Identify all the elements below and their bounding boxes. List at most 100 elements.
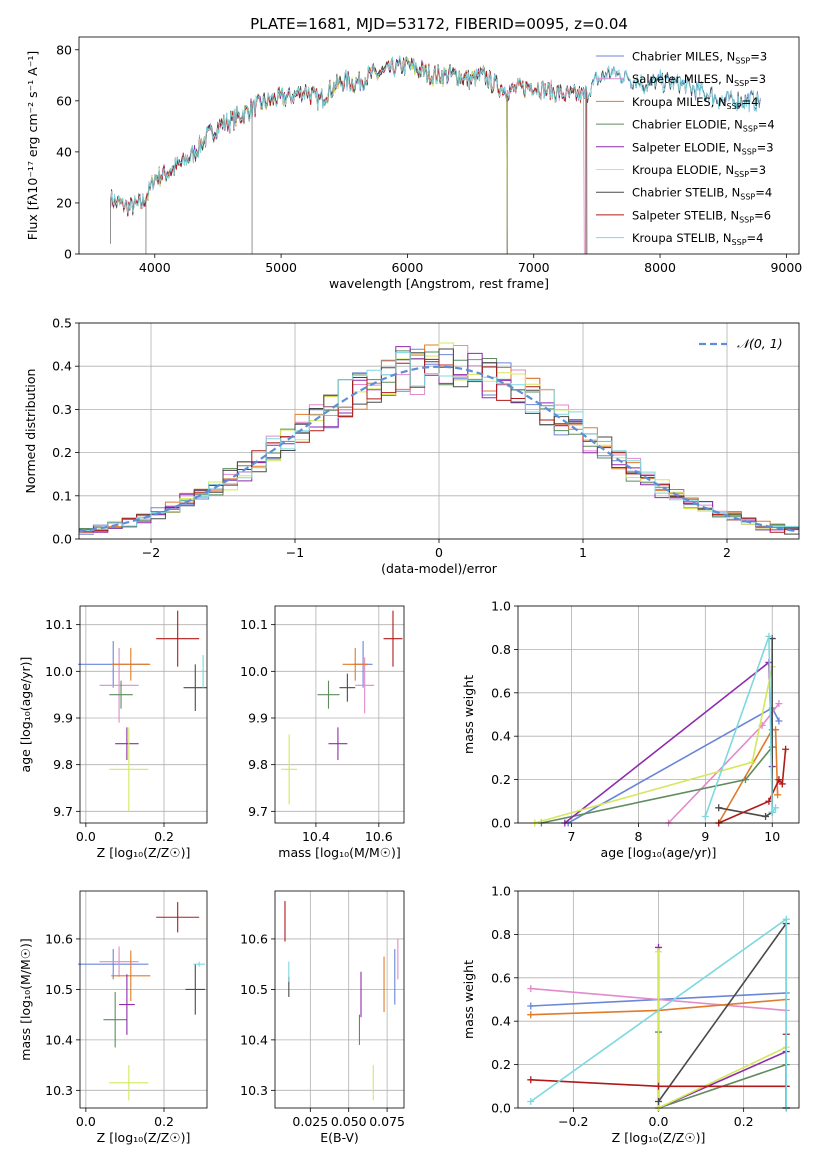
y-tick-label: 9.9 [53,711,73,726]
point-marker [655,948,662,956]
chart-title: PLATE=1681, MJD=53172, FIBERID=0095, z=0… [250,15,628,33]
legend-label: 𝒩(0, 1) [737,336,783,351]
point-marker [768,808,776,816]
legend-label: Salpeter MILES, NSSP=3 [632,72,766,88]
y-tick-label: 10.3 [240,1083,268,1098]
point-marker [782,745,790,753]
y-tick-label: 0.2 [52,445,72,460]
x-tick-label: 0.2 [154,1114,174,1129]
x-tick-label: 0.0 [649,1114,669,1129]
y-tick-label: 0 [64,247,72,262]
massweight-vs-age-panel: 7 8 9 10 0.0 0.2 0.4 0.6 0.8 1.0 age [log₁₀(age/yr… [461,599,800,860]
x-tick-label: 4000 [139,260,171,275]
axes-frame [274,890,405,1109]
y-tick-label: 9.7 [248,804,268,819]
axes-frame [517,890,800,1109]
point-marker [775,717,783,725]
y-tick-label: 10.3 [45,1083,73,1098]
y-axis-label: age [log₁₀(age/yr)] [18,657,33,773]
point-marker [655,1082,662,1090]
x-tick-label: 9 [701,829,709,844]
y-tick-label: 9.8 [53,757,73,772]
x-axis-label: wavelength [Angstrom, rest frame] [329,276,549,291]
spectrum-panel: PLATE=1681, MJD=53172, FIBERID=0095, z=0… [25,15,802,291]
axes-frame [79,890,208,1109]
legend-label: Kroupa STELIB, NSSP=4 [632,231,763,247]
y-tick-label: 0.8 [491,642,511,657]
x-tick-label: 7 [568,829,576,844]
y-tick-label: 0.4 [491,1014,511,1029]
x-tick-label: 7000 [518,260,550,275]
axes-frame [78,322,800,540]
x-tick-label: 0.075 [369,1114,405,1129]
x-axis-label: Z [log₁₀(Z/Z☉)] [612,1130,706,1145]
y-tick-label: 20 [56,195,72,210]
x-tick-label: 9000 [770,260,802,275]
point-marker [772,804,780,812]
x-tick-label: 0.0 [76,1114,96,1129]
x-tick-label: 10 [764,829,780,844]
axes-frame [78,36,800,255]
y-tick-label: 0.3 [52,402,72,417]
series-line [567,706,780,824]
x-axis-label: Z [log₁₀(Z/Z☉)] [97,845,191,860]
point-marker [527,1002,535,1010]
x-tick-label: 0.0 [76,829,96,844]
residuals-panel: −2 −1 0 1 2 0.0 0.1 0.2 0.3 0.4 0.5 (data-model)/er… [23,316,800,576]
y-tick-label: 0.0 [52,532,72,547]
y-tick-label: 10.0 [45,664,73,679]
x-axis-label: (data-model)/error [381,561,498,576]
normal-curve [78,365,800,533]
point-marker [775,776,783,784]
y-tick-label: 0.4 [52,359,72,374]
point-marker [774,791,782,799]
y-axis-label: mass weight [461,960,476,1039]
y-tick-label: 0.5 [52,316,72,331]
x-tick-label: −1 [286,545,304,560]
y-tick-label: 9.7 [53,804,73,819]
legend-label: Chabrier ELODIE, NSSP=4 [632,118,775,134]
point-marker [782,915,790,923]
spectrum-line [110,57,588,255]
x-tick-label: 6000 [392,260,424,275]
x-tick-label: 0 [435,545,443,560]
age-vs-metallicity-panel: 0.0 0.2 9.7 9.8 9.9 10.0 10.1 Z [log₁₀(Z/Z☉)] ag… [18,605,208,860]
axes-frame [274,605,405,824]
y-tick-label: 0.4 [491,729,511,744]
x-tick-label: 0.2 [154,829,174,844]
mass-vs-metallicity-panel: 0.0 0.2 10.3 10.4 10.5 10.6 Z [log₁₀(Z/Z☉)] mas… [18,890,208,1145]
point-marker [778,780,786,788]
point-marker [772,726,780,734]
legend-label: Salpeter STELIB, NSSP=6 [632,208,771,224]
axes-frame [79,605,208,824]
x-tick-label: 10.6 [365,829,393,844]
histogram-step [79,348,799,535]
series-line [564,660,773,824]
axes-frame [517,605,800,824]
y-tick-label: 0.1 [52,488,72,503]
x-axis-label: E(B-V) [320,1130,359,1145]
point-marker [701,812,709,820]
y-tick-label: 10.5 [240,982,268,997]
x-tick-label: 10.4 [302,829,330,844]
x-tick-label: 0.050 [331,1114,367,1129]
legend-label: Kroupa MILES, NSSP=4 [632,95,758,111]
y-tick-label: 0.2 [491,772,511,787]
x-tick-label: 0.2 [734,1114,754,1129]
age-vs-mass-panel: 10.4 10.6 9.7 9.8 9.9 10.0 10.1 mass [log₁₀(M/M… [240,605,405,860]
x-tick-label: 2 [723,545,731,560]
x-axis-label: mass [log₁₀(M/M☉)] [278,845,400,860]
mass-vs-extinction-panel: 0.025 0.050 0.075 10.3 10.4 10.5 10.6 E(B-V) [240,890,405,1145]
point-marker [527,1011,535,1019]
series-line [657,1032,787,1110]
y-tick-label: 60 [56,93,72,108]
x-axis-label: age [log₁₀(age/yr)] [601,845,717,860]
legend-label: Chabrier MILES, NSSP=3 [632,50,767,66]
series-line [704,636,777,817]
y-tick-label: 0.2 [491,1057,511,1072]
point-marker [527,1076,535,1084]
y-axis-label: mass weight [461,675,476,754]
y-tick-label: 0.8 [491,927,511,942]
x-tick-label: −0.2 [558,1114,588,1129]
